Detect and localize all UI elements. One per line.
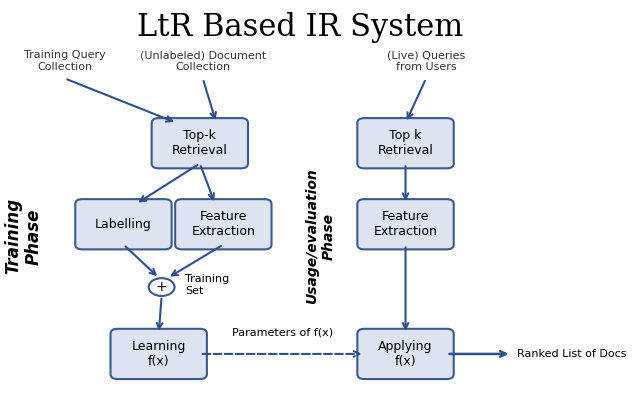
Text: Training
Set: Training Set bbox=[185, 274, 229, 296]
FancyBboxPatch shape bbox=[357, 199, 454, 249]
Text: Ranked List of Docs: Ranked List of Docs bbox=[517, 349, 627, 359]
Text: Usage/evaluation
Phase: Usage/evaluation Phase bbox=[305, 169, 335, 304]
Text: Parameters of f(x): Parameters of f(x) bbox=[232, 328, 333, 338]
FancyBboxPatch shape bbox=[152, 118, 248, 169]
Text: Training Query
Collection: Training Query Collection bbox=[24, 50, 106, 72]
Text: (Live) Queries
from Users: (Live) Queries from Users bbox=[387, 50, 465, 72]
Text: Top k
Retrieval: Top k Retrieval bbox=[378, 129, 433, 157]
Text: Training
Phase: Training Phase bbox=[4, 198, 43, 275]
Text: Feature
Extraction: Feature Extraction bbox=[374, 210, 438, 238]
FancyBboxPatch shape bbox=[357, 118, 454, 169]
Text: LtR Based IR System: LtR Based IR System bbox=[136, 11, 463, 42]
Text: Learning
f(x): Learning f(x) bbox=[131, 340, 186, 368]
FancyBboxPatch shape bbox=[175, 199, 271, 249]
Text: Feature
Extraction: Feature Extraction bbox=[191, 210, 255, 238]
Text: Top-k
Retrieval: Top-k Retrieval bbox=[172, 129, 228, 157]
FancyBboxPatch shape bbox=[76, 199, 172, 249]
Text: Applying
f(x): Applying f(x) bbox=[378, 340, 433, 368]
FancyBboxPatch shape bbox=[357, 329, 454, 379]
Text: Labelling: Labelling bbox=[95, 218, 152, 231]
FancyBboxPatch shape bbox=[111, 329, 207, 379]
Text: (Unlabeled) Document
Collection: (Unlabeled) Document Collection bbox=[140, 50, 266, 72]
Text: +: + bbox=[156, 280, 168, 294]
